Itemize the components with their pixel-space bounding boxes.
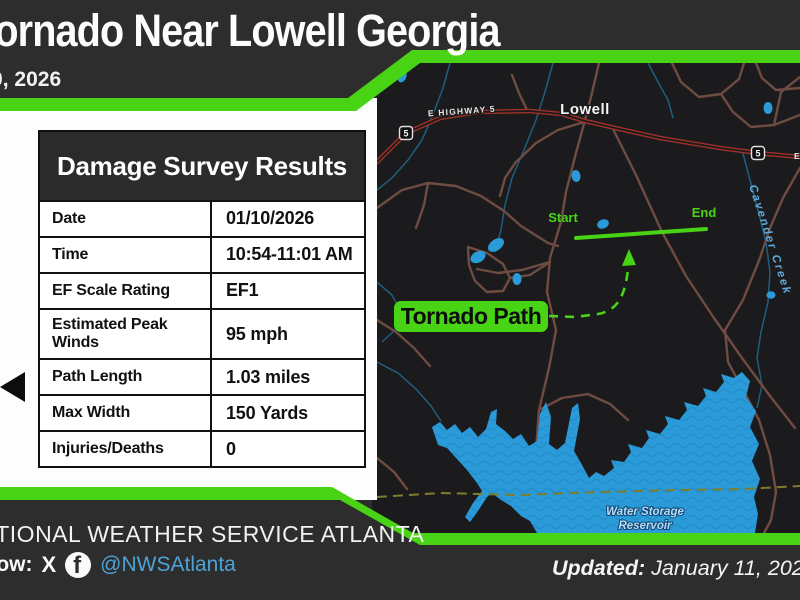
table-row: Time 10:54-11:01 AM bbox=[40, 235, 364, 272]
facebook-f-glyph: f bbox=[73, 552, 82, 578]
row-value: 01/10/2026 bbox=[226, 208, 315, 229]
tornado-path-leader bbox=[548, 259, 631, 319]
table-row: EF Scale Rating EF1 bbox=[40, 271, 364, 308]
event-date: January 10, 2026 bbox=[0, 68, 62, 91]
facebook-icon[interactable]: f bbox=[65, 552, 92, 578]
row-value: 10:54-11:01 AM bbox=[226, 244, 353, 265]
updated-timestamp: Updated: January 11, 2026 bbox=[552, 556, 800, 581]
row-value: EF1 bbox=[226, 280, 259, 301]
row-value: 150 Yards bbox=[226, 402, 308, 423]
row-label: Max Width bbox=[40, 396, 212, 431]
route-shield-label: 5 bbox=[755, 149, 760, 159]
table-row: Date 01/10/2026 bbox=[40, 200, 364, 236]
table-title: Damage Survey Results bbox=[40, 132, 364, 200]
highway-route bbox=[374, 108, 800, 165]
updated-date: January 11, 2026 bbox=[645, 556, 800, 580]
row-value: 1.03 miles bbox=[226, 366, 311, 387]
table-row: Injuries/Deaths 0 bbox=[40, 430, 364, 467]
table-row: Max Width 150 Yards bbox=[40, 394, 364, 431]
tornado-path-group: Start End Tornado Path bbox=[394, 205, 716, 332]
row-label: EF Scale Rating bbox=[40, 273, 212, 308]
damage-survey-table: Damage Survey Results Date 01/10/2026 Ti… bbox=[38, 130, 366, 468]
table-row: Estimated Peak Winds 95 mph bbox=[40, 307, 364, 359]
route-shields: 5 5 bbox=[398, 125, 766, 161]
tornado-path-callout bbox=[394, 301, 548, 332]
route-shield-label: 5 bbox=[403, 129, 408, 139]
row-value: 95 mph bbox=[226, 323, 288, 344]
table-row: Path Length 1.03 miles bbox=[40, 358, 364, 395]
tornado-end-label: End bbox=[692, 205, 717, 220]
row-label: Injuries/Deaths bbox=[40, 432, 212, 467]
highway-name-label-partial: E bbox=[794, 151, 800, 161]
row-label: Time bbox=[40, 237, 212, 272]
tornado-path-callout-label: Tornado Path bbox=[401, 303, 542, 329]
leader-arrowhead-icon bbox=[622, 249, 636, 266]
row-label: Path Length bbox=[40, 360, 212, 395]
row-label: Date bbox=[40, 202, 212, 236]
x-twitter-icon[interactable]: X bbox=[41, 552, 57, 577]
follow-label: Follow: bbox=[0, 553, 33, 576]
page-title: Tornado Near Lowell Georgia bbox=[0, 5, 500, 56]
tornado-path-line bbox=[574, 227, 708, 240]
previous-slide-arrow-icon[interactable] bbox=[0, 372, 25, 402]
row-label: Estimated Peak Winds bbox=[40, 309, 212, 359]
social-row: Follow: X f @NWSAtlanta bbox=[0, 551, 236, 579]
org-name: NATIONAL WEATHER SERVICE ATLANTA bbox=[0, 521, 425, 547]
row-value: 0 bbox=[226, 438, 236, 459]
tornado-start-label: Start bbox=[548, 210, 578, 225]
updated-label: Updated: bbox=[552, 556, 646, 580]
social-handle-link[interactable]: @NWSAtlanta bbox=[100, 553, 236, 576]
